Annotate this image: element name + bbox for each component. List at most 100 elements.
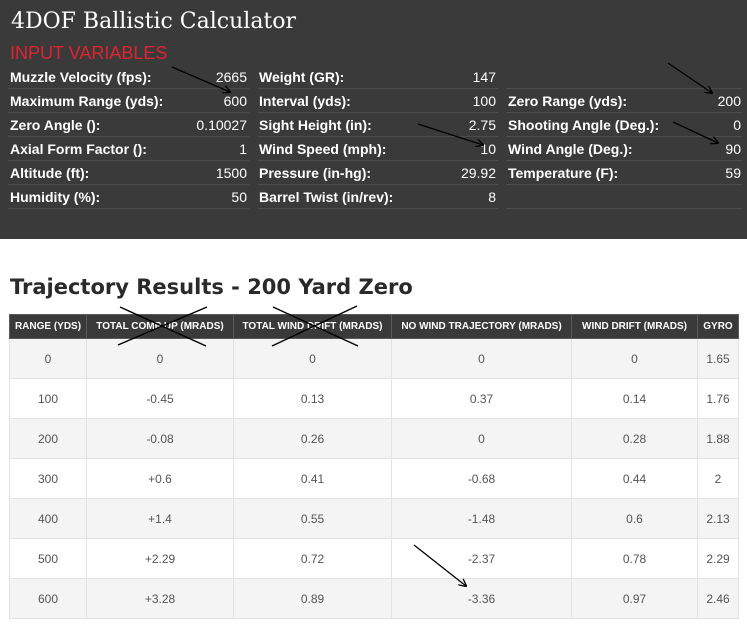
muzzle-velocity-label: Muzzle Velocity (fps): <box>10 68 152 85</box>
input-var-empty <box>506 185 743 209</box>
table-cell-no-wind-trajectory: -2.37 <box>391 538 572 579</box>
input-var-axial-form-factor: Axial Form Factor (): 1 <box>8 137 249 161</box>
table-cell-range: 0 <box>9 338 87 379</box>
table-cell-total-wind-drift: 0.13 <box>233 378 392 419</box>
table-row: 600 +3.28 0.89 -3.36 0.97 2.46 <box>9 578 739 619</box>
table-cell-gyro: 2.13 <box>697 498 739 539</box>
table-cell-range: 400 <box>9 498 87 539</box>
axial-form-factor-label: Axial Form Factor (): <box>10 140 147 157</box>
wind-speed-label: Wind Speed (mph): <box>259 140 387 157</box>
altitude-label: Altitude (ft): <box>10 164 90 181</box>
table-cell-total-wind-drift: 0.41 <box>233 458 392 499</box>
input-var-temperature: Temperature (F): 59 <box>506 161 743 185</box>
table-cell-range: 300 <box>9 458 87 499</box>
column-header-total-wind-drift: TOTAL WIND DRIFT (MRADS) <box>233 314 392 339</box>
table-cell-total-comp-up: +0.6 <box>86 458 234 499</box>
interval-label: Interval (yds): <box>259 92 351 109</box>
table-cell-wind-drift: 0.97 <box>571 578 698 619</box>
zero-range-value: 200 <box>717 92 741 109</box>
table-cell-range: 100 <box>9 378 87 419</box>
column-header-gyro: GYRO <box>697 314 739 339</box>
table-cell-total-wind-drift: 0 <box>233 338 392 379</box>
table-cell-no-wind-trajectory: -1.48 <box>391 498 572 539</box>
input-var-muzzle-velocity: Muzzle Velocity (fps): 2665 <box>8 65 249 89</box>
input-var-pressure: Pressure (in-hg): 29.92 <box>257 161 498 185</box>
table-cell-gyro: 2.46 <box>697 578 739 619</box>
app-title: 4DOF Ballistic Calculator <box>11 9 297 34</box>
input-var-altitude: Altitude (ft): 1500 <box>8 161 249 185</box>
altitude-value: 1500 <box>215 164 247 181</box>
table-body: 0 0 0 0 0 1.65 100 -0.45 0.13 0.37 0.14 1.76 200 -0.0… <box>9 338 739 619</box>
table-cell-range: 200 <box>9 418 87 459</box>
pressure-value: 29.92 <box>460 164 496 181</box>
input-var-barrel-twist: Barrel Twist (in/rev): 8 <box>257 185 498 209</box>
table-cell-no-wind-trajectory: 0 <box>391 418 572 459</box>
temperature-value: 59 <box>725 164 741 181</box>
table-cell-total-wind-drift: 0.89 <box>233 578 392 619</box>
table-cell-total-wind-drift: 0.26 <box>233 418 392 459</box>
muzzle-velocity-value: 2665 <box>215 68 247 85</box>
table-cell-wind-drift: 0.78 <box>571 538 698 579</box>
barrel-twist-label: Barrel Twist (in/rev): <box>259 188 394 205</box>
wind-angle-label: Wind Angle (Deg.): <box>508 140 633 157</box>
input-panel: 4DOF Ballistic Calculator INPUT VARIABLE… <box>0 0 747 239</box>
axial-form-factor-value: 1 <box>239 140 247 157</box>
input-var-weight: Weight (GR): 147 <box>257 65 498 89</box>
table-cell-total-wind-drift: 0.72 <box>233 538 392 579</box>
column-header-total-comp-up: TOTAL COMP UP (MRADS) <box>86 314 234 339</box>
humidity-label: Humidity (%): <box>10 188 101 205</box>
input-var-interval: Interval (yds): 100 <box>257 89 498 113</box>
table-cell-gyro: 2.29 <box>697 538 739 579</box>
shooting-angle-label: Shooting Angle (Deg.): <box>508 116 660 133</box>
input-var-maximum-range: Maximum Range (yds): 600 <box>8 89 249 113</box>
table-row: 100 -0.45 0.13 0.37 0.14 1.76 <box>9 378 739 419</box>
pressure-label: Pressure (in-hg): <box>259 164 372 181</box>
table-cell-wind-drift: 0.28 <box>571 418 698 459</box>
weight-value: 147 <box>472 68 496 85</box>
table-cell-total-comp-up: -0.08 <box>86 418 234 459</box>
table-cell-gyro: 2 <box>697 458 739 499</box>
temperature-label: Temperature (F): <box>508 164 619 181</box>
results-heading: Trajectory Results - 200 Yard Zero <box>10 275 413 299</box>
input-var-empty <box>506 65 743 89</box>
table-cell-gyro: 1.88 <box>697 418 739 459</box>
humidity-value: 50 <box>231 188 247 205</box>
table-row: 0 0 0 0 0 1.65 <box>9 338 739 379</box>
table-row: 500 +2.29 0.72 -2.37 0.78 2.29 <box>9 538 739 579</box>
shooting-angle-value: 0 <box>733 116 741 133</box>
table-row: 200 -0.08 0.26 0 0.28 1.88 <box>9 418 739 459</box>
table-cell-total-comp-up: 0 <box>86 338 234 379</box>
input-var-humidity: Humidity (%): 50 <box>8 185 249 209</box>
table-cell-total-comp-up: -0.45 <box>86 378 234 419</box>
table-cell-wind-drift: 0.14 <box>571 378 698 419</box>
zero-angle-value: 0.10027 <box>196 116 247 133</box>
table-row: 300 +0.6 0.41 -0.68 0.44 2 <box>9 458 739 499</box>
input-var-wind-speed: Wind Speed (mph): 10 <box>257 137 498 161</box>
input-variables-grid: Muzzle Velocity (fps): 2665 Maximum Range … <box>8 65 743 209</box>
input-var-zero-angle: Zero Angle (): 0.10027 <box>8 113 249 137</box>
interval-value: 100 <box>472 92 496 109</box>
table-cell-total-comp-up: +1.4 <box>86 498 234 539</box>
table-header-row: RANGE (YDS) TOTAL COMP UP (MRADS) TOTAL WI… <box>9 314 739 339</box>
input-var-zero-range: Zero Range (yds): 200 <box>506 89 743 113</box>
column-header-no-wind-trajectory: NO WIND TRAJECTORY (MRADS) <box>391 314 572 339</box>
wind-speed-value: 10 <box>480 140 496 157</box>
table-cell-total-comp-up: +2.29 <box>86 538 234 579</box>
table-cell-wind-drift: 0 <box>571 338 698 379</box>
table-cell-range: 500 <box>9 538 87 579</box>
input-var-sight-height: Sight Height (in): 2.75 <box>257 113 498 137</box>
weight-label: Weight (GR): <box>259 68 345 85</box>
sight-height-label: Sight Height (in): <box>259 116 372 133</box>
table-cell-no-wind-trajectory: 0.37 <box>391 378 572 419</box>
maximum-range-label: Maximum Range (yds): <box>10 92 164 109</box>
table-cell-no-wind-trajectory: 0 <box>391 338 572 379</box>
column-header-range: RANGE (YDS) <box>9 314 87 339</box>
table-cell-wind-drift: 0.6 <box>571 498 698 539</box>
sight-height-value: 2.75 <box>468 116 496 133</box>
maximum-range-value: 600 <box>223 92 247 109</box>
zero-range-label: Zero Range (yds): <box>508 92 628 109</box>
table-cell-no-wind-trajectory: -3.36 <box>391 578 572 619</box>
input-var-wind-angle: Wind Angle (Deg.): 90 <box>506 137 743 161</box>
wind-angle-value: 90 <box>725 140 741 157</box>
table-cell-gyro: 1.65 <box>697 338 739 379</box>
